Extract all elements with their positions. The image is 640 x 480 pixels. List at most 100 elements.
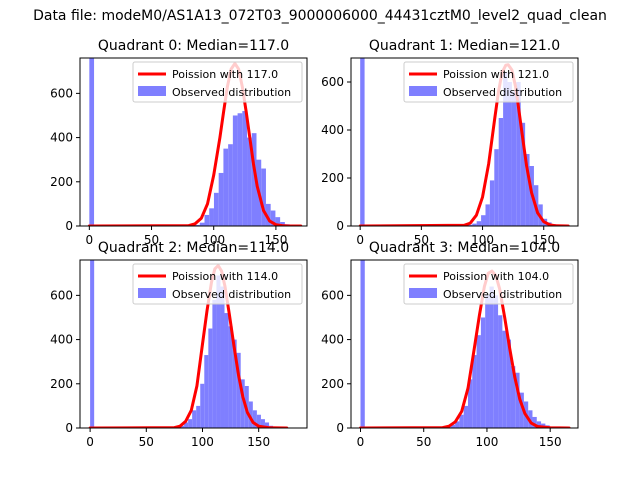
x-tick-label: 0 (86, 435, 94, 449)
x-tick-label: 150 (539, 435, 562, 449)
y-tick-label: 400 (321, 333, 344, 347)
histogram-bar (511, 91, 517, 226)
histogram-bar (519, 392, 524, 428)
histogram-bar (204, 355, 209, 428)
x-tick-label: 150 (532, 233, 555, 247)
x-tick-label: 50 (144, 233, 159, 247)
histogram-bar (536, 421, 542, 428)
histogram-bar (265, 203, 271, 226)
x-tick-label: 100 (475, 435, 498, 449)
y-tick-label: 600 (50, 288, 73, 302)
histogram-bar (270, 210, 276, 226)
axes-frame (79, 57, 308, 227)
x-tick-label: 50 (414, 233, 429, 247)
y-tick-label: 0 (336, 421, 344, 435)
figure-suptitle: Data file: modeM0/AS1A13_072T03_90000060… (33, 8, 607, 24)
legend-bar-swatch (138, 288, 166, 298)
x-tick-label: 150 (247, 435, 270, 449)
legend-bar-swatch (409, 288, 437, 298)
histogram-bar (472, 223, 477, 226)
x-tick-label: 0 (357, 435, 365, 449)
histogram-bar (90, 260, 95, 428)
histogram-bar (532, 416, 537, 428)
histogram-bar (237, 113, 243, 226)
legend-box (403, 263, 574, 305)
legend-label-observed: Observed distribution (443, 86, 562, 99)
histogram-bar (360, 58, 365, 226)
subplot-title: Quadrant 1: Median=121.0 (369, 38, 560, 54)
histogram-bar (489, 180, 495, 226)
legend-bar-swatch (138, 86, 166, 96)
subplot-2: 0 50 100 150 0 200 400 600 Quadrant 2: Median=11… (50, 240, 308, 449)
legend-label-fit: Poission with 121.0 (443, 68, 549, 81)
subplot-0: 0 50 100 150 0 200 400 600 Quadrant 0: Median=11… (50, 38, 308, 247)
histogram-bar (236, 352, 241, 428)
histogram-bar (502, 330, 507, 428)
legend-label-observed: Observed distribution (172, 288, 291, 301)
histogram-bar (467, 224, 473, 226)
histogram-bar (232, 115, 238, 226)
x-tick-label: 50 (416, 435, 431, 449)
histogram-bar (216, 275, 221, 428)
x-tick-label: 100 (471, 233, 494, 247)
histogram-bar (503, 72, 508, 226)
x-tick-label: 50 (139, 435, 154, 449)
legend-label-fit: Poission with 104.0 (443, 270, 549, 283)
histogram-bar (459, 414, 464, 428)
histogram-bar (489, 286, 494, 428)
histogram-bar (192, 410, 197, 428)
y-tick-label: 200 (321, 377, 344, 391)
subplot-title: Quadrant 3: Median=104.0 (369, 240, 560, 256)
histogram-bar (200, 383, 205, 428)
histogram-bar (212, 299, 217, 428)
histogram-bar (89, 58, 95, 226)
y-tick-label: 200 (50, 377, 73, 391)
histogram-bar (256, 414, 261, 428)
legend-box (403, 61, 574, 103)
y-tick-label: 400 (50, 333, 73, 347)
plot-area (87, 58, 303, 226)
histogram-bar (498, 118, 504, 226)
histogram-bar (242, 111, 248, 226)
y-tick-label: 200 (321, 171, 344, 185)
histogram-bar (199, 222, 205, 226)
histogram-bar (485, 295, 490, 428)
x-tick-label: 100 (202, 233, 225, 247)
histogram-bar (476, 335, 481, 428)
y-tick-label: 600 (50, 86, 73, 100)
histogram-bar (506, 339, 511, 428)
subplot-title: Quadrant 2: Median=114.0 (98, 240, 289, 256)
histogram-bar (180, 425, 185, 428)
histogram-bar (480, 317, 486, 428)
histogram-bar (220, 286, 225, 428)
histogram-bar (493, 295, 499, 428)
histogram-bar (455, 421, 460, 428)
histogram-bar (261, 168, 266, 226)
histogram-bar (228, 326, 233, 428)
histogram-bar (228, 144, 233, 226)
histogram-bar (204, 214, 210, 226)
histogram-bar (516, 82, 521, 226)
subplot-3: 0 50 100 150 0 200 400 600 Quadrant 3: Median=10… (321, 240, 579, 449)
histogram-bar (248, 401, 253, 428)
legend-label-observed: Observed distribution (443, 288, 562, 301)
histogram-bar (184, 422, 189, 428)
legend-label-observed: Observed distribution (172, 86, 291, 99)
histogram-bar (196, 405, 201, 428)
axes-frame (350, 57, 579, 227)
histogram-bar (223, 148, 229, 226)
y-tick-label: 200 (50, 175, 73, 189)
histogram-bar (209, 208, 214, 226)
y-tick-label: 400 (321, 123, 344, 137)
plot-area (358, 58, 570, 226)
x-tick-label: 100 (191, 435, 214, 449)
histogram-bar (520, 122, 526, 226)
histogram-bar (264, 422, 270, 428)
axes-frame (79, 259, 308, 429)
y-tick-label: 0 (336, 219, 344, 233)
histogram-bar (481, 215, 486, 226)
histogram-bar (476, 221, 482, 226)
plot-area (88, 260, 289, 428)
